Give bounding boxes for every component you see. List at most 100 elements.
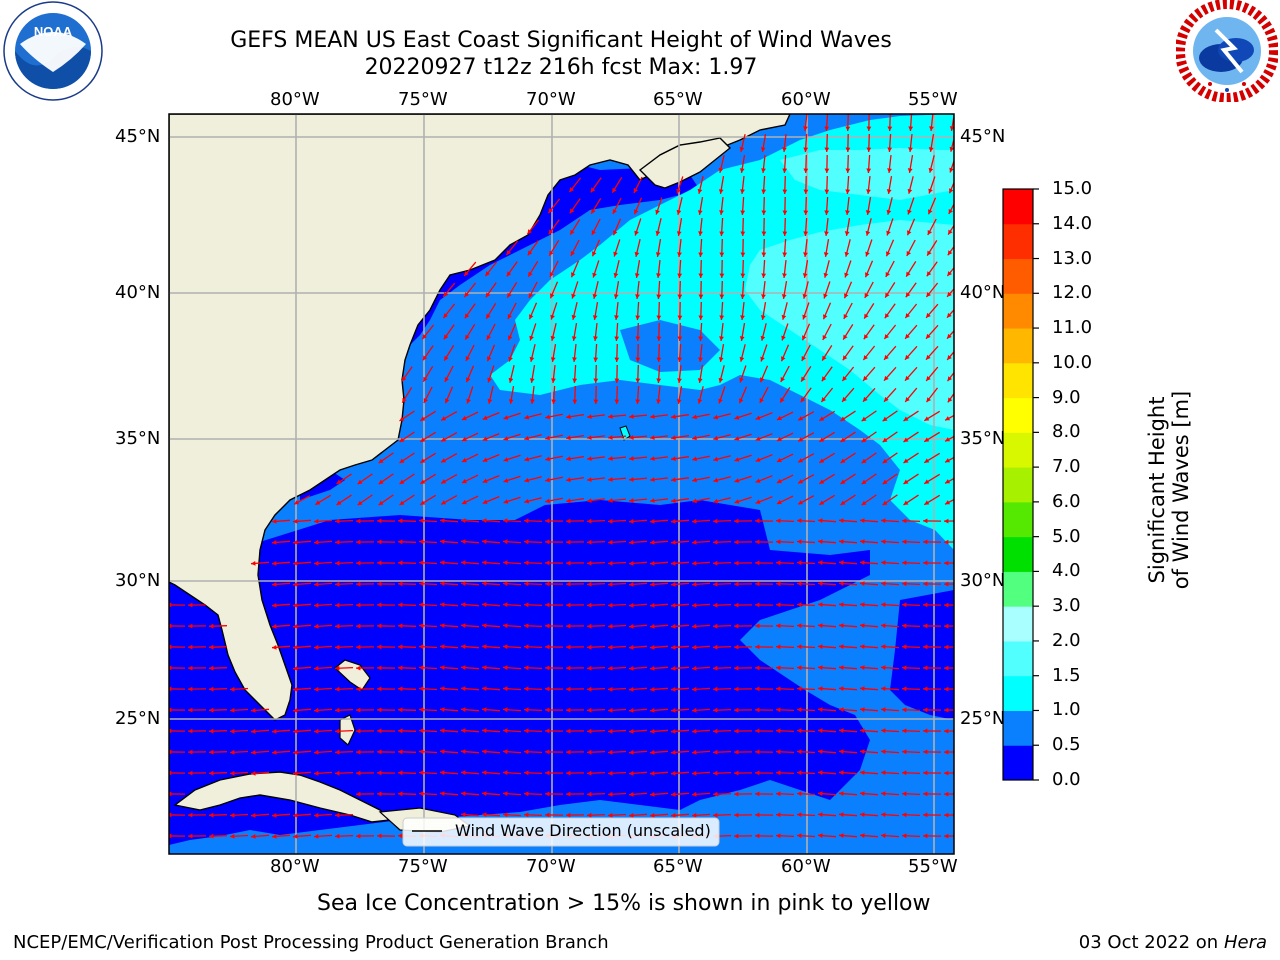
wave-direction-arrowhead [881, 539, 886, 545]
wave-direction-arrowhead [566, 812, 571, 818]
wave-direction-arrowhead [356, 644, 361, 650]
wave-direction-arrowhead [818, 539, 823, 544]
wave-direction-arrowhead [419, 665, 424, 671]
wave-direction-arrowhead [923, 791, 928, 797]
wave-direction-arrowhead [650, 708, 655, 713]
wave-direction-arrowhead [566, 665, 571, 671]
wave-direction-arrowhead [188, 602, 193, 608]
wave-direction-arrowhead [635, 294, 640, 299]
land-nova-scotia [638, 137, 732, 189]
wave-direction-arrowhead [761, 189, 767, 194]
wave-direction-arrowhead [587, 414, 592, 419]
wave-direction-arrowhead [612, 187, 617, 193]
wave-direction-arrowhead [293, 708, 298, 713]
wave-direction-arrowhead [782, 168, 788, 173]
wave-direction-arrowhead [566, 518, 571, 524]
wave-direction-arrowhead [905, 397, 910, 402]
colorbar-segment [1003, 640, 1033, 677]
wave-direction-arrowhead [860, 560, 865, 565]
map-legend [402, 817, 720, 847]
wave-direction-arrowhead [251, 729, 256, 734]
wave-direction-arrowhead [293, 834, 298, 839]
wave-direction-arrowhead [506, 271, 512, 277]
wave-direction-arrowhead [398, 728, 403, 734]
wave-direction-arrowhead [441, 416, 447, 421]
colorbar-segment [1003, 675, 1033, 711]
wave-direction-arrowhead [944, 581, 949, 587]
wave-direction-arrowhead [655, 209, 660, 215]
wave-direction-arrowhead [419, 602, 424, 608]
wave-direction-arrowhead [881, 707, 886, 713]
wave-direction-arrowhead [440, 644, 445, 649]
wave-direction-arrowhead [592, 293, 598, 299]
colorbar-tick-label: 10.0 [1052, 351, 1093, 373]
wave-direction-arrowhead [614, 315, 619, 320]
wave-direction-arrowhead [797, 602, 802, 608]
wave-direction-arrowhead [503, 518, 508, 524]
wave-direction-arrowhead [819, 458, 825, 463]
wave-direction-arrowhead [782, 189, 788, 194]
wave-direction-arrowhead [780, 397, 785, 403]
wave-direction-arrowhead [569, 187, 574, 193]
wave-direction-arrowhead [692, 623, 697, 629]
wave-direction-arrowhead [551, 378, 556, 383]
wave-direction-arrowhead [461, 686, 466, 691]
wave-direction-arrowhead [545, 686, 550, 692]
wave-direction-arrowhead [839, 665, 844, 670]
wave-direction-arrowhead [760, 356, 765, 362]
wave-direction-arrowhead [461, 707, 466, 712]
wave-direction-arrowhead [923, 686, 928, 692]
wave-direction-arrowhead [566, 728, 571, 734]
wave-direction-arrowhead [734, 644, 739, 650]
wave-direction-arrowhead [903, 458, 909, 463]
wave-direction-arrowhead [671, 498, 676, 504]
lat-label-right: 45°N [960, 126, 1006, 147]
wave-direction-arrowhead [440, 749, 445, 754]
wave-direction-arrowhead [822, 335, 827, 340]
wave-direction-arrowhead [613, 294, 619, 299]
wave-direction-arrowhead [482, 728, 487, 733]
wave-direction-arrowhead [713, 539, 718, 545]
wave-direction-arrowhead [357, 500, 363, 506]
wave-direction-arrowhead [797, 707, 802, 713]
wave-direction-arrowhead [881, 686, 886, 692]
wave-direction-arrowhead [818, 665, 823, 670]
wave-direction-arrowhead [734, 499, 740, 504]
wave-direction-arrowhead [650, 771, 655, 776]
wave-direction-arrowhead [613, 251, 618, 257]
wave-direction-arrowhead [887, 147, 893, 152]
lat-label-left: 35°N [115, 428, 161, 449]
wave-direction-arrowhead [209, 770, 214, 776]
lon-label-top: 75°W [398, 89, 448, 110]
wave-direction-arrowhead [781, 294, 787, 299]
wave-direction-arrowhead [780, 377, 785, 382]
wave-direction-arrowhead [734, 436, 740, 441]
wave-direction-arrowhead [314, 581, 319, 587]
wave-direction-arrowhead [608, 623, 613, 629]
wave-direction-arrowhead [839, 539, 844, 544]
wave-direction-arrowhead [399, 437, 405, 442]
lon-label-bottom: 75°W [398, 856, 448, 877]
wave-direction-arrowhead [272, 582, 277, 587]
wave-direction-arrowhead [402, 397, 407, 403]
wave-direction-arrowhead [294, 500, 300, 505]
wave-direction-arrowhead [761, 294, 766, 299]
wave-direction-arrowhead [821, 376, 827, 382]
wave-direction-arrowhead [902, 623, 907, 629]
wave-direction-arrowhead [860, 518, 865, 523]
wave-direction-arrowhead [671, 561, 676, 566]
wave-direction-arrowhead [587, 498, 592, 503]
wave-direction-arrowhead [566, 686, 571, 692]
wave-direction-arrowhead [755, 791, 760, 797]
wave-direction-arrowhead [822, 355, 827, 361]
noaa-logo: NOAA [2, 0, 104, 102]
wave-direction-arrowhead [819, 500, 825, 505]
wave-direction-arrowhead [314, 623, 319, 629]
wave-direction-arrowhead [592, 251, 597, 257]
wave-direction-arrowhead [314, 770, 319, 776]
wave-direction-arrowhead [614, 399, 620, 404]
wave-direction-arrowhead [314, 518, 319, 524]
wave-direction-arrowhead [798, 416, 804, 421]
footer-date: 03 Oct 2022 on Hera [1079, 932, 1267, 953]
